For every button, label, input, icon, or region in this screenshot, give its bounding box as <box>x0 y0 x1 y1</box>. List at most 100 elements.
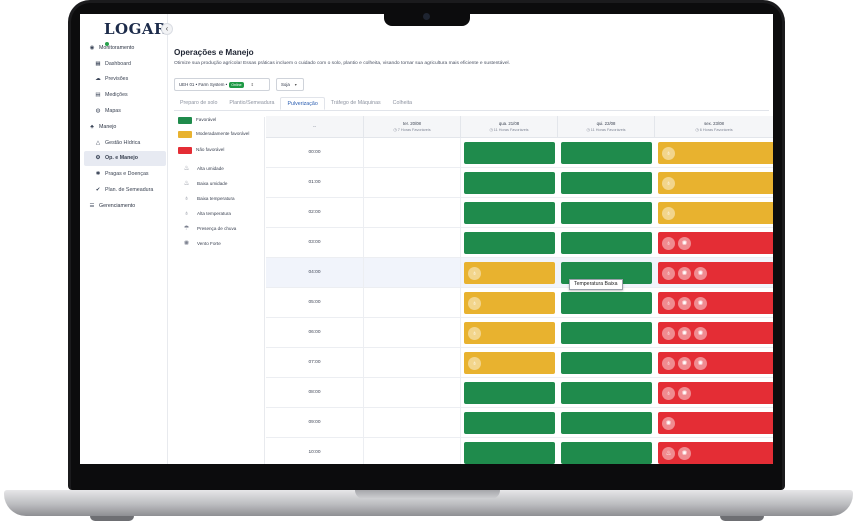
condition-cell-green[interactable] <box>464 172 555 194</box>
thermometer-low-icon[interactable]: ♁ <box>468 356 481 370</box>
tooltip: Temperatura Baixa <box>569 279 623 290</box>
unit-select-label: UEH 01 • Farm System • <box>179 82 228 87</box>
condition-cell-red[interactable]: ♨ ✺ <box>658 442 773 464</box>
condition-cell-red[interactable]: ♁ ✺ ✺ <box>658 292 773 314</box>
thermometer-low-icon[interactable]: ♁ <box>468 266 481 280</box>
thermometer-low-icon[interactable]: ♁ <box>662 176 675 190</box>
wind-icon[interactable]: ✺ <box>678 236 691 250</box>
sidebar-item-monitoramento[interactable]: ◉ Monitoramento <box>84 40 166 56</box>
condition-cell-green[interactable] <box>561 172 652 194</box>
condition-cell-green[interactable] <box>561 412 652 434</box>
thermometer-low-icon[interactable]: ♁ <box>662 386 675 400</box>
thermometer-low-icon[interactable]: ♁ <box>468 296 481 310</box>
legend-label: Favorável <box>196 117 217 122</box>
condition-cell-green[interactable] <box>561 292 652 314</box>
wind-icon[interactable]: ✺ <box>694 266 707 280</box>
condition-cell-yellow[interactable]: ♁ <box>464 352 555 374</box>
wind-icon[interactable]: ✺ <box>694 326 707 340</box>
sidebar-item-gest-o-h-drica[interactable]: △ Gestão Hídrica <box>84 135 166 151</box>
condition-cell-green[interactable] <box>561 202 652 224</box>
thermometer-low-icon[interactable]: ♁ <box>662 326 675 340</box>
table-row: 02:00 ♁ <box>266 198 773 228</box>
laptop-foot <box>720 516 764 521</box>
day-column-header[interactable]: sex. 23/08 ◷ 6 Horas Favoráveis <box>655 116 773 138</box>
condition-cell-red[interactable]: ♁ ✺ ✺ <box>658 352 773 374</box>
table-row: 01:00 ♁ <box>266 168 773 198</box>
condition-cell-green[interactable] <box>561 322 652 344</box>
seed-icon: ✔ <box>95 187 101 194</box>
condition-cell-green[interactable] <box>464 142 555 164</box>
legend-item: Favorável <box>178 117 216 124</box>
condition-cell-yellow[interactable]: ♁ <box>464 292 555 314</box>
thermometer-low-icon[interactable]: ♁ <box>662 356 675 370</box>
humidity-low-icon[interactable]: ♨ <box>662 446 675 460</box>
thermometer-low-icon[interactable]: ♁ <box>662 146 675 160</box>
sidebar-item-label: Pragas e Doenças <box>105 171 149 178</box>
sidebar-item-gerenciamento[interactable]: ☰ Gerenciamento <box>84 198 166 214</box>
thermometer-low-icon[interactable]: ♁ <box>662 266 675 280</box>
day-column-header[interactable]: qua. 21/08 ◷ 11 Horas Favoráveis <box>461 116 558 138</box>
condition-cell-green[interactable] <box>464 232 555 254</box>
measure-icon: ▤ <box>95 92 101 99</box>
condition-cell-green[interactable] <box>464 202 555 224</box>
sidebar-item-previs-es[interactable]: ☁ Previsões <box>84 72 166 88</box>
day-column-header[interactable]: ter. 20/08 ◷ 7 Horas Favoráveis <box>364 116 461 138</box>
condition-cell-yellow[interactable]: ♁ <box>658 172 773 194</box>
condition-cell-green[interactable] <box>561 142 652 164</box>
table-row: 00:00 ♁ <box>266 138 773 168</box>
unit-select[interactable]: UEH 01 • Farm System • Online ⇕ <box>174 78 270 91</box>
sidebar-item-op-e-manejo[interactable]: ⚙ Op. e Manejo <box>84 150 166 167</box>
condition-cell-green[interactable] <box>464 382 555 404</box>
sidebar-item-dashboard[interactable]: ▦ Dashboard <box>84 56 166 72</box>
wind-icon[interactable]: ✺ <box>678 386 691 400</box>
wind-icon[interactable]: ✺ <box>678 446 691 460</box>
sidebar-item-manejo[interactable]: ♣ Manejo <box>84 119 166 135</box>
tab-plantio-semeadura[interactable]: Plantio/Semeadura <box>229 100 275 106</box>
crop-select[interactable]: Soja ▾ <box>276 78 304 91</box>
thermometer-low-icon[interactable]: ♁ <box>468 326 481 340</box>
collapse-sidebar-button[interactable]: ‹ <box>161 23 173 35</box>
condition-cell-green[interactable] <box>561 232 652 254</box>
condition-cell-red[interactable]: ♁ ✺ <box>658 232 773 254</box>
condition-cell-red[interactable]: ♁ ✺ ✺ <box>658 262 773 284</box>
condition-cell-green[interactable] <box>561 352 652 374</box>
condition-cell-green[interactable] <box>464 412 555 434</box>
tab-preparo-de-solo[interactable]: Preparo de solo <box>180 100 218 106</box>
condition-cell-yellow[interactable]: ♁ <box>658 202 773 224</box>
condition-cell-yellow[interactable]: ♁ <box>464 262 555 284</box>
water-icon: △ <box>95 139 101 146</box>
legend-item: Moderadamente favorável <box>178 131 249 138</box>
sidebar-item-medi-es[interactable]: ▤ Medições <box>84 87 166 103</box>
table-row: 03:00 ♁ ✺ <box>266 228 773 258</box>
condition-cell-red[interactable]: ♁ ✺ <box>658 382 773 404</box>
condition-cell-red[interactable]: ✺ <box>658 412 773 434</box>
condition-cell-green[interactable] <box>561 382 652 404</box>
thermometer-low-icon[interactable]: ♁ <box>662 296 675 310</box>
condition-cell-green[interactable] <box>464 442 555 464</box>
wind-icon[interactable]: ✺ <box>678 266 691 280</box>
day-column-header[interactable]: qui. 22/08 ◷ 11 Horas Favoráveis <box>558 116 655 138</box>
sidebar-item-pragas-e-doen-as[interactable]: ✱ Pragas e Doenças <box>84 166 166 182</box>
condition-cell-yellow[interactable]: ♁ <box>658 142 773 164</box>
wind-icon[interactable]: ✺ <box>678 296 691 310</box>
tab-colheita[interactable]: Colheita <box>392 100 413 106</box>
condition-cell-red[interactable]: ♁ ✺ ✺ <box>658 322 773 344</box>
condition-cell-green[interactable] <box>561 442 652 464</box>
wind-icon[interactable]: ✺ <box>678 356 691 370</box>
wind-icon[interactable]: ✺ <box>662 416 675 430</box>
wind-icon[interactable]: ✺ <box>678 326 691 340</box>
condition-cell-yellow[interactable]: ♁ <box>464 322 555 344</box>
app-logo[interactable]: LOGAR <box>104 20 167 56</box>
legend-item: ✺ Vento Forte <box>178 240 221 248</box>
thermometer-low-icon[interactable]: ♁ <box>662 236 675 250</box>
sidebar-item-plan-de-semeadura[interactable]: ✔ Plan. de Semeadura <box>84 182 166 198</box>
tab-trafego-de-maquinas[interactable]: Tráfego de Máquinas <box>330 100 381 106</box>
tab-pulverizacao[interactable]: Pulverização <box>280 97 325 110</box>
laptop-base-notch <box>355 490 500 499</box>
sidebar-item-mapas[interactable]: ◍ Mapas <box>84 103 166 119</box>
thermometer-low-icon[interactable]: ♁ <box>662 206 675 220</box>
wind-icon[interactable]: ✺ <box>694 296 707 310</box>
condition-cell-green[interactable] <box>561 262 652 284</box>
wind-icon[interactable]: ✺ <box>694 356 707 370</box>
legend-swatch <box>178 117 192 124</box>
